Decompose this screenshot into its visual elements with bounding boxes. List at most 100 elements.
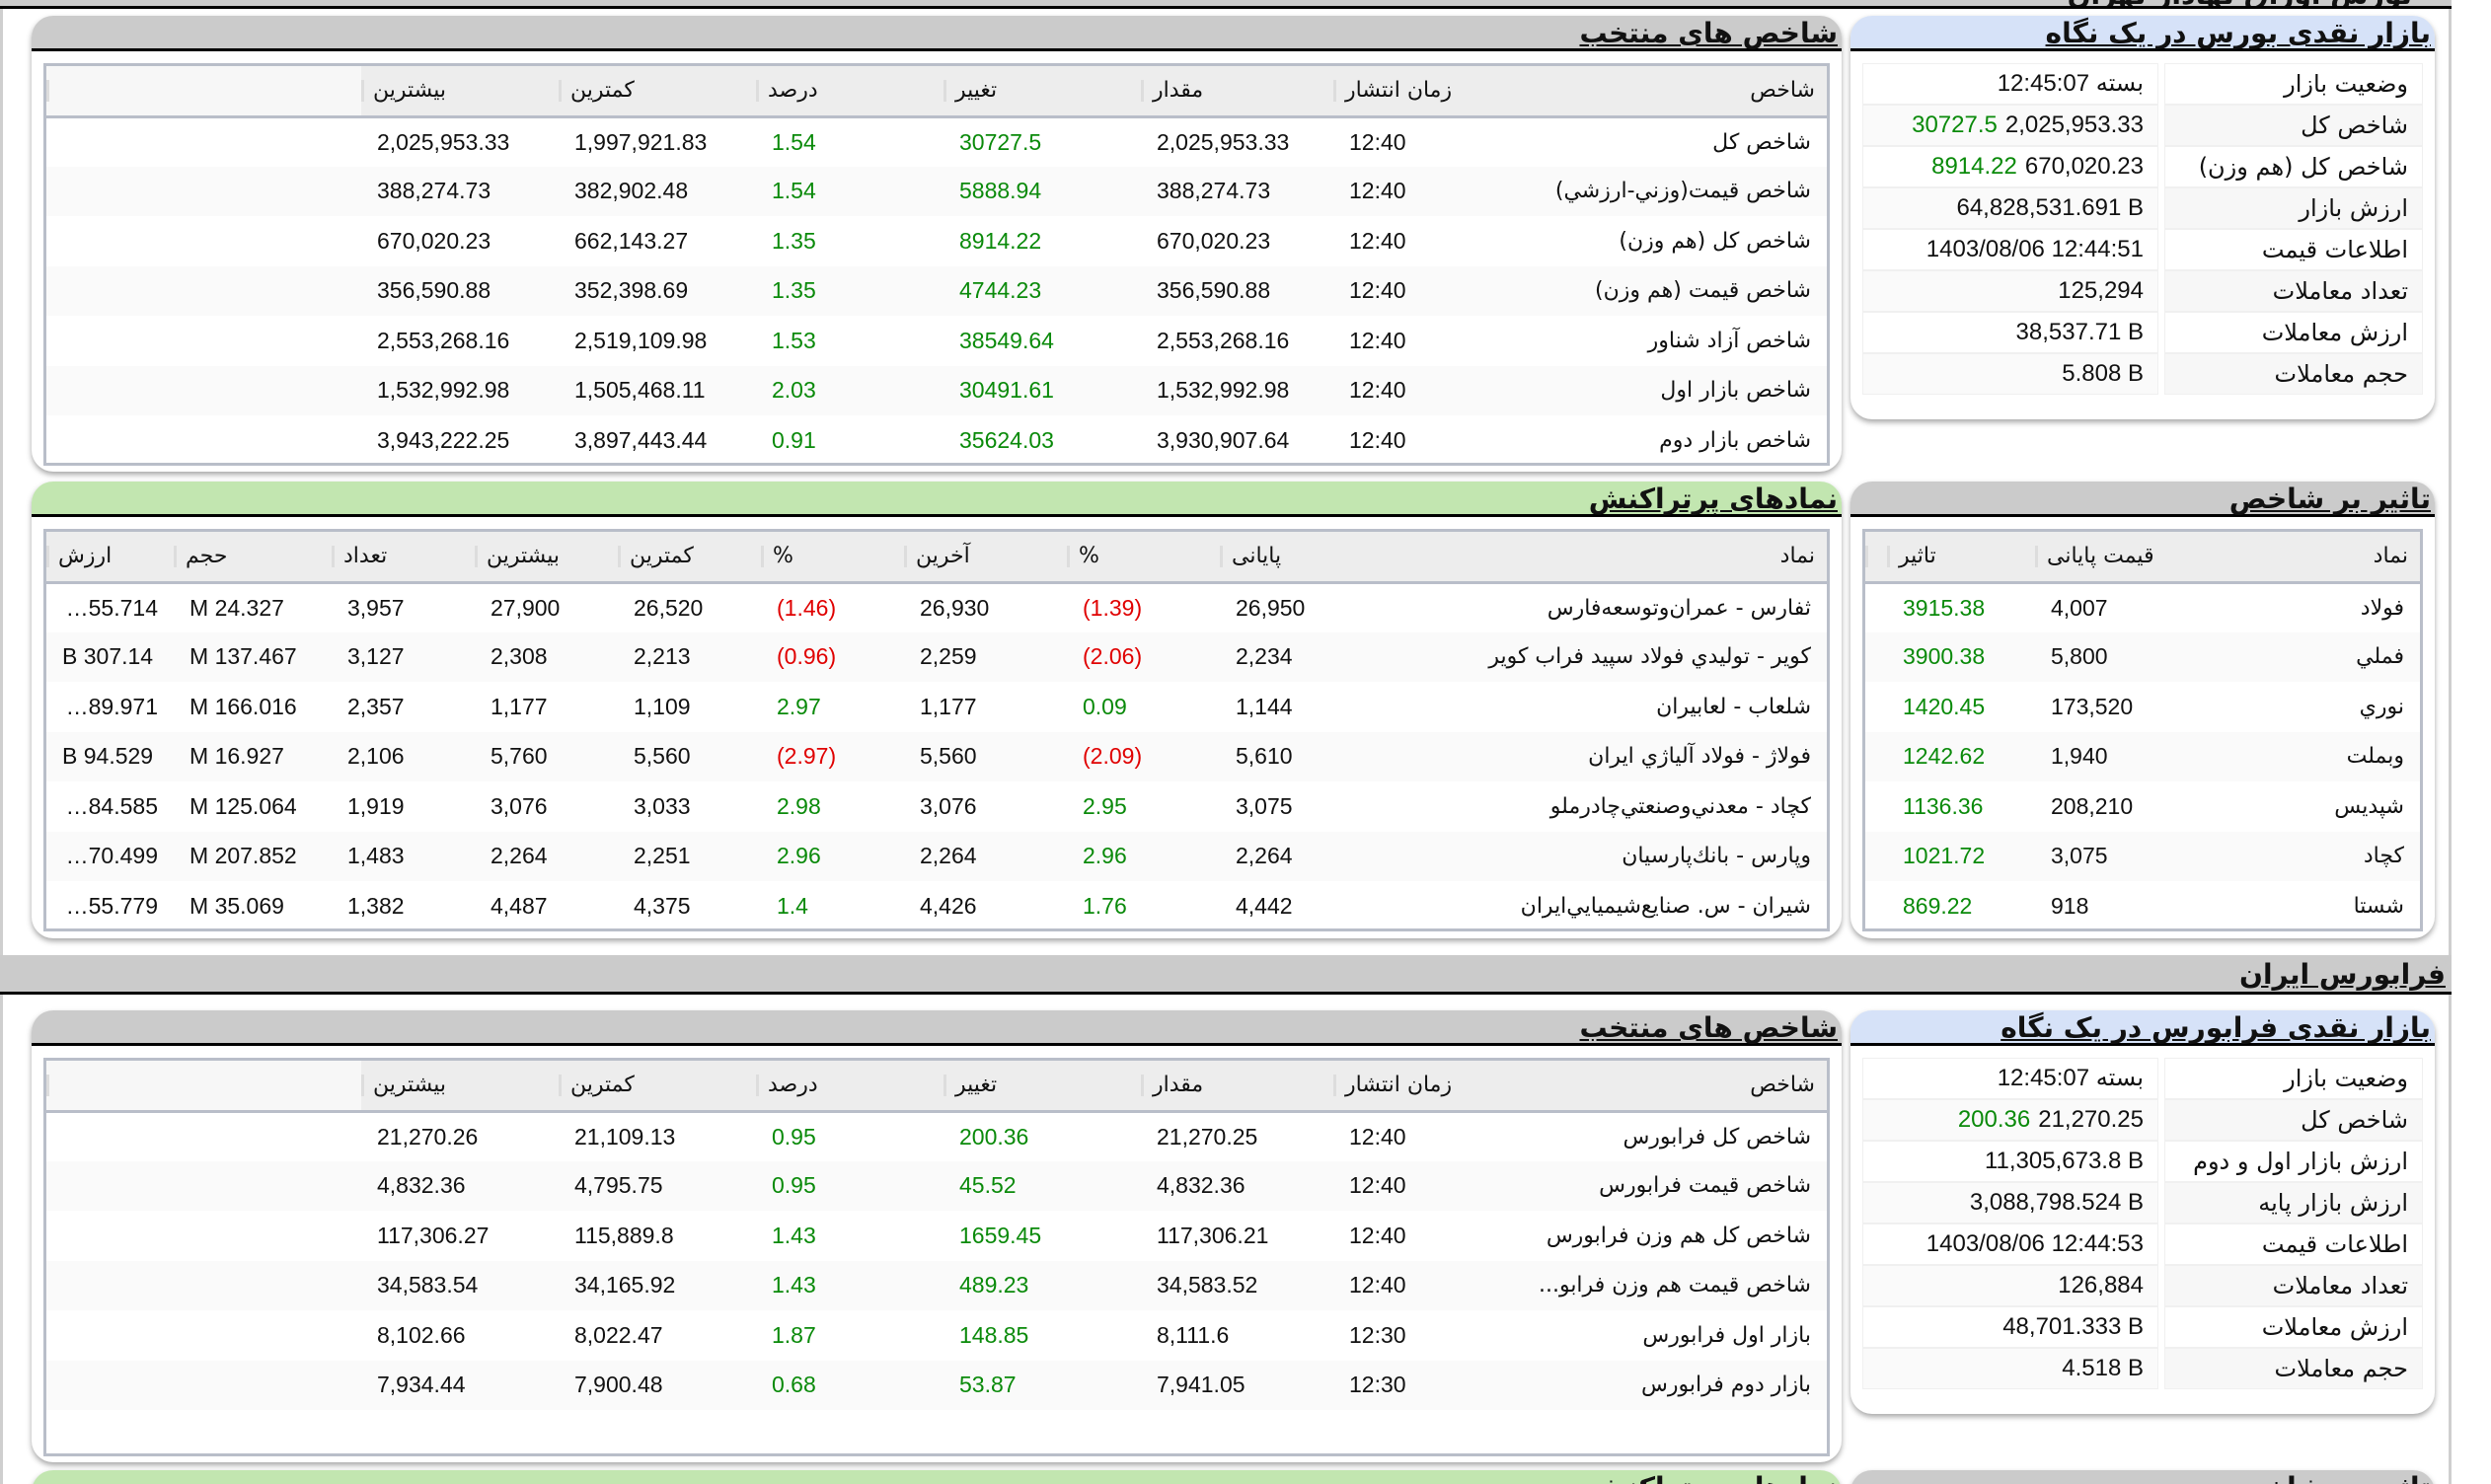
publish-time: 12:30 xyxy=(1349,1321,1406,1348)
close-percent: (1.39) xyxy=(1083,594,1143,621)
table-row[interactable]: کچاد - معدني‌وصنعتي‌چادرملو 3,075 2.95 3,07… xyxy=(46,781,1827,832)
index-min: 662,143.27 xyxy=(574,227,689,254)
symbol-name[interactable]: نوري xyxy=(2359,694,2404,719)
symbol-name[interactable]: شستا xyxy=(2353,893,2404,919)
last-price: 5,560 xyxy=(904,731,1067,781)
table-row[interactable]: شاخص بازار دوم 12:40 3,930,907.64 35624.03 0… xyxy=(46,415,1827,466)
index-name[interactable]: شاخص کل (هم وزن) xyxy=(1619,228,1811,254)
col-header-min[interactable]: کمترین xyxy=(618,532,761,584)
col-header-symbol[interactable]: نماد xyxy=(2223,532,2420,584)
table-row[interactable]: وپارس - بانك‌پارسيان 2,264 2.96 2,264 2.96 2,… xyxy=(46,831,1827,881)
symbol-name[interactable]: کچاد xyxy=(2223,831,2420,881)
table-row[interactable]: کوير - توليدي فولاد سپيد فراب کوير 2,234(… xyxy=(46,631,1827,682)
col-header-value[interactable]: مقدار xyxy=(1141,1061,1333,1113)
table-row[interactable]: بازار اول فرابورس 12:30 8,111.6 148.85 1.87 8… xyxy=(46,1310,1827,1361)
index-name[interactable]: شاخص کل xyxy=(1712,129,1811,155)
index-percent: 1.54 xyxy=(772,128,816,155)
symbol-name[interactable]: وپارس - بانك‌پارسيان xyxy=(1373,831,1827,881)
index-name[interactable]: شاخص قیمت (هم وزن) xyxy=(1521,265,1827,316)
table-row[interactable]: شپديس 208,210 1136.36 xyxy=(1865,781,2420,832)
table-row[interactable]: شاخص آزاد شناور 12:40 2,553,268.16 38549.64… xyxy=(46,316,1827,366)
index-name[interactable]: شاخص بازار دوم xyxy=(1659,427,1811,453)
close-price: 2,234 xyxy=(1220,631,1373,682)
table-row[interactable]: شاخص قیمت (هم وزن) 12:40 356,590.88 4744.23… xyxy=(46,265,1827,316)
col-header-index[interactable]: شاخص xyxy=(1521,1061,1827,1113)
col-header-max[interactable]: بیشترین xyxy=(361,1061,559,1113)
table-row[interactable]: شاخص کل (هم وزن) 12:40 670,020.23 8914.22 1.… xyxy=(46,216,1827,266)
col-header-value[interactable]: ارزش xyxy=(46,532,174,584)
table-row[interactable]: شيران - س. صنايع‌شيميايي‌ايران 4,442 1.76 4… xyxy=(46,881,1827,931)
table-row[interactable]: شلعاب - لعابيران 1,144 0.09 1,177 2.97 1,109 1… xyxy=(46,682,1827,732)
symbol-name[interactable]: فملي xyxy=(2223,631,2420,682)
col-header-change[interactable]: تغییر xyxy=(944,66,1141,118)
col-header-volume[interactable]: حجم xyxy=(174,532,332,584)
index-change: 5888.94 xyxy=(944,166,1141,216)
symbol-name[interactable]: ثفارس - عمران‌وتوسعه‌فارس xyxy=(1547,595,1811,621)
close-percent: 2.95 xyxy=(1083,792,1127,819)
col-header-symbol[interactable]: نماد xyxy=(1373,532,1827,584)
col-header-close[interactable]: پایانی xyxy=(1220,532,1373,584)
col-header-index[interactable]: شاخص xyxy=(1521,66,1827,118)
close-price: 3,075 xyxy=(1236,792,1293,819)
publish-time: 12:40 xyxy=(1349,1222,1406,1248)
table-row[interactable]: شاخص بازار اول 12:40 1,532,992.98 30491.61 2… xyxy=(46,365,1827,415)
col-header-percent[interactable]: درصد xyxy=(756,1061,944,1113)
symbol-name[interactable]: کچاد - معدني‌وصنعتي‌چادرملو xyxy=(1549,793,1811,819)
col-header-percent[interactable]: درصد xyxy=(756,66,944,118)
col-header-change[interactable]: تغییر xyxy=(944,1061,1141,1113)
table-row[interactable]: فملي 5,800 3900.38 xyxy=(1865,631,2420,682)
symbol-name[interactable]: شيران - س. صنايع‌شيميايي‌ايران xyxy=(1520,893,1811,919)
index-name[interactable]: شاخص آزاد شناور xyxy=(1647,328,1811,353)
table-row[interactable]: شاخص قیمت هم وزن فرابو... 12:40 34,583.52 4… xyxy=(46,1260,1827,1310)
symbol-name[interactable]: فولاژ - فولاد آلياژي ايران xyxy=(1373,731,1827,781)
trade-value: 384.585 B xyxy=(54,792,158,819)
symbol-name[interactable]: وبملت xyxy=(2223,731,2420,781)
glance-label: اطلاعات قیمت xyxy=(2164,229,2423,270)
table-row[interactable]: شاخص قیمت(وزني-ارزشي) 12:40 388,274.73 5888… xyxy=(46,166,1827,216)
index-name[interactable]: بازار اول فرابورس xyxy=(1642,1322,1811,1348)
col-header-max[interactable]: بیشترین xyxy=(475,532,618,584)
col-header-time[interactable]: زمان انتشار xyxy=(1333,1061,1521,1113)
table-row[interactable]: ثفارس - عمران‌وتوسعه‌فارس 26,950 (1.39) 26,… xyxy=(46,582,1827,632)
table-row[interactable]: نوري 173,520 1420.45 xyxy=(1865,682,2420,732)
table-row[interactable]: فولاژ - فولاد آلياژي ايران 5,610 (2.09) 5,5… xyxy=(46,731,1827,781)
col-header-max[interactable]: بیشترین xyxy=(361,66,559,118)
index-name[interactable]: شاخص کل فرابورس xyxy=(1623,1124,1811,1150)
symbol-name[interactable]: شلعاب - لعابيران xyxy=(1656,694,1811,719)
index-name[interactable]: شاخص بازار اول xyxy=(1521,365,1827,415)
symbol-name[interactable]: کوير - توليدي فولاد سپيد فراب کوير xyxy=(1373,631,1827,682)
table-row[interactable]: شاخص قیمت فرابورس 12:40 4,832.36 45.52 0.95 4… xyxy=(46,1160,1827,1211)
index-name[interactable]: شاخص قیمت فرابورس xyxy=(1521,1160,1827,1211)
index-change: 148.85 xyxy=(959,1321,1029,1348)
symbol-name[interactable]: فولاد xyxy=(2360,595,2404,621)
max-price: 1,177 xyxy=(491,693,548,719)
col-header-last-percent[interactable]: % xyxy=(761,532,904,584)
close-price: 5,610 xyxy=(1220,731,1373,781)
table-row[interactable]: شاخص کل هم وزن فرابورس 12:40 117,306.21 165… xyxy=(46,1211,1827,1261)
col-header-close-percent[interactable]: % xyxy=(1067,532,1220,584)
index-name[interactable]: شاخص قیمت(وزني-ارزشي) xyxy=(1521,166,1827,216)
table-row[interactable]: شاخص کل فرابورس 12:40 21,270.25 200.36 0.95 2… xyxy=(46,1111,1827,1161)
empty-cell xyxy=(1865,582,1887,632)
index-name[interactable]: شاخص قیمت هم وزن فرابو... xyxy=(1521,1260,1827,1310)
table-row[interactable]: فولاد 4,007 3915.38 xyxy=(1865,582,2420,632)
col-header-value[interactable]: مقدار xyxy=(1141,66,1333,118)
index-name[interactable]: شاخص کل هم وزن فرابورس xyxy=(1546,1223,1811,1248)
table-row[interactable]: بازار دوم فرابورس 12:30 7,941.05 53.87 0.68 7… xyxy=(46,1360,1827,1410)
bourse-indices-table: شاخص زمان انتشار مقدار تغییر درصد کمترین… xyxy=(43,63,1830,466)
table-row[interactable]: شاخص کل 12:40 2,025,953.33 30727.5 1.54 1,997… xyxy=(46,116,1827,167)
col-header-min[interactable]: کمترین xyxy=(559,1061,756,1113)
col-header-impact[interactable]: تاثیر xyxy=(1887,532,2035,584)
col-header-count[interactable]: تعداد xyxy=(332,532,475,584)
col-header-last[interactable]: آخرین xyxy=(904,532,1067,584)
index-min: 1,505,468.11 xyxy=(559,365,756,415)
col-header-min[interactable]: کمترین xyxy=(559,66,756,118)
symbol-name[interactable]: شپديس xyxy=(2334,793,2404,819)
col-header-time[interactable]: زمان انتشار xyxy=(1333,66,1521,118)
table-row[interactable]: کچاد 3,075 1021.72 xyxy=(1865,831,2420,881)
col-header-close-price[interactable]: قیمت پایانی xyxy=(2035,532,2223,584)
index-name[interactable]: بازار دوم فرابورس xyxy=(1521,1360,1827,1410)
max-price: 27,900 xyxy=(491,594,561,621)
table-row[interactable]: وبملت 1,940 1242.62 xyxy=(1865,731,2420,781)
table-row[interactable]: شستا 918 869.22 xyxy=(1865,881,2420,931)
